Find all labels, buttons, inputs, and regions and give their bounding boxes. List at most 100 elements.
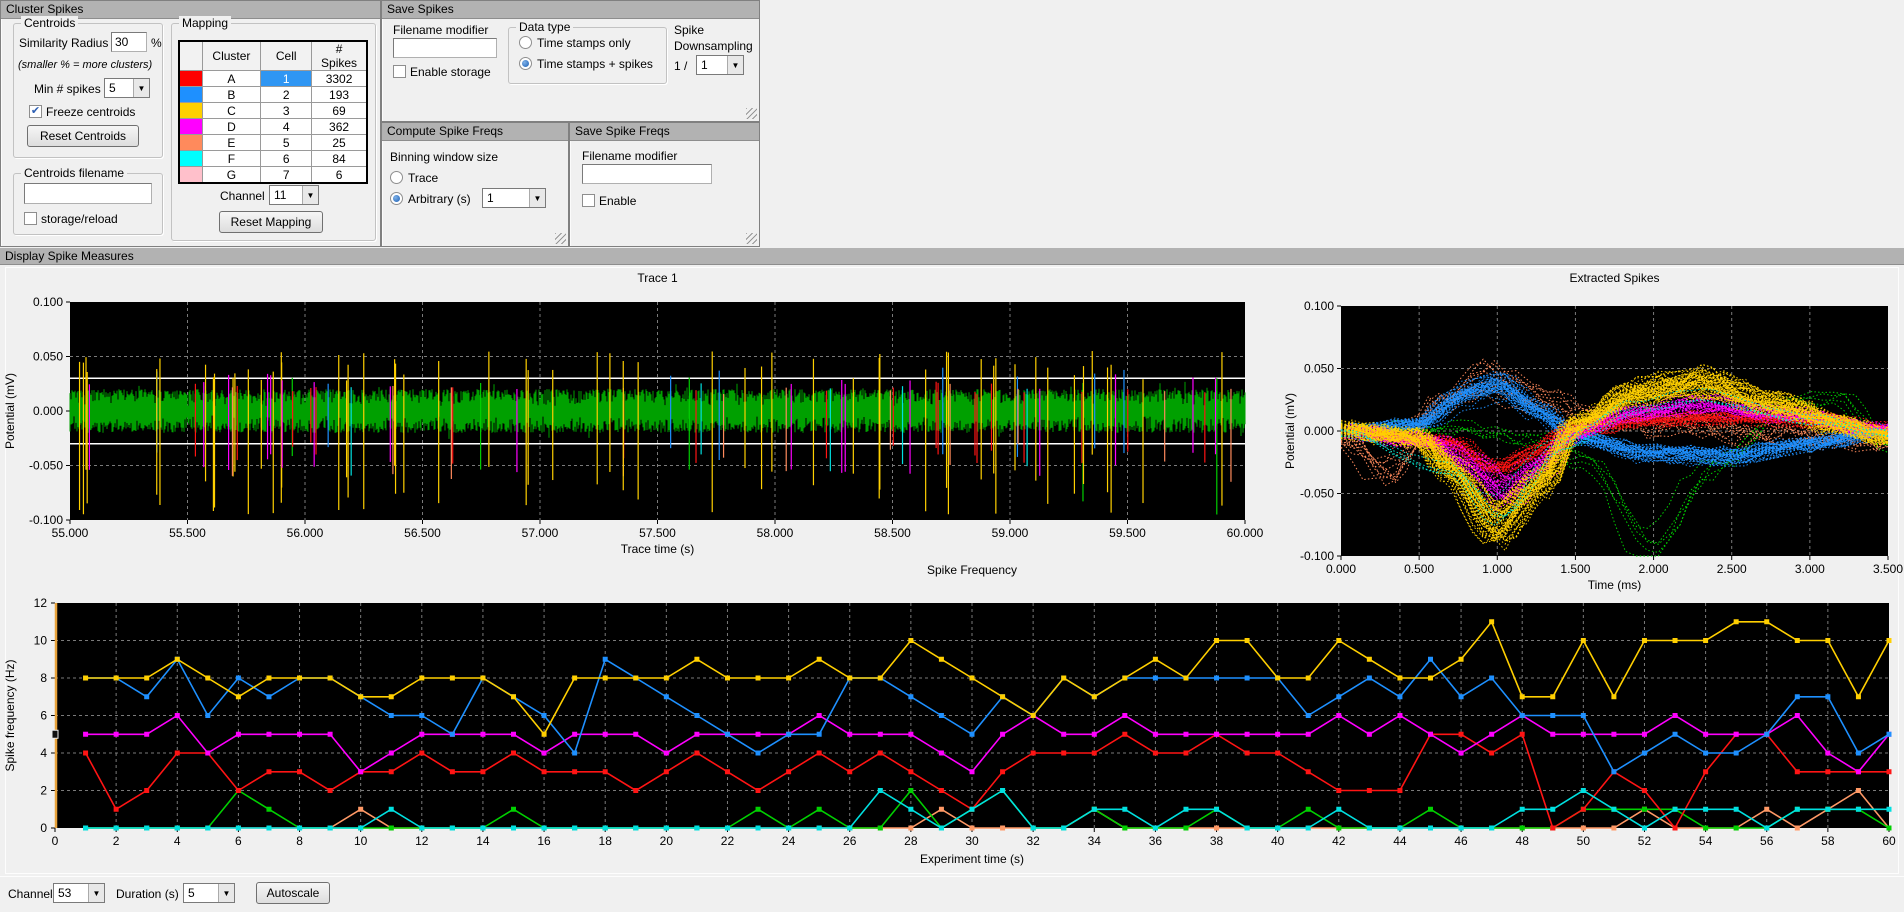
svg-text:34: 34 bbox=[1088, 834, 1102, 848]
autoscale-button[interactable]: Autoscale bbox=[256, 882, 330, 904]
data-type-group: Data type Time stamps only Time stamps +… bbox=[508, 20, 667, 84]
freqs-enable-checkbox[interactable] bbox=[582, 194, 595, 207]
mapping-row: A 1 3302 bbox=[178, 70, 368, 87]
compute-spike-freqs-panel: Compute Spike Freqs Binning window size … bbox=[381, 122, 569, 247]
trace-radio[interactable] bbox=[390, 171, 403, 184]
spike-count-cell[interactable]: 6 bbox=[311, 166, 368, 184]
cell-number-cell[interactable]: 6 bbox=[260, 150, 313, 167]
freeze-centroids-checkbox[interactable]: ✔ bbox=[29, 105, 42, 118]
freqs-filename-input[interactable] bbox=[582, 164, 712, 184]
cell-number-cell[interactable]: 5 bbox=[260, 134, 313, 151]
svg-text:Trace time (s): Trace time (s) bbox=[621, 542, 695, 556]
svg-text:18: 18 bbox=[599, 834, 613, 848]
cluster-cell[interactable]: F bbox=[201, 150, 262, 167]
svg-text:56.000: 56.000 bbox=[287, 526, 324, 540]
cluster-color-swatch[interactable] bbox=[178, 166, 203, 184]
svg-text:8: 8 bbox=[296, 834, 303, 848]
cluster-cell[interactable]: E bbox=[201, 134, 262, 151]
min-spikes-dropdown[interactable]: 5 ▼ bbox=[104, 78, 150, 98]
reset-centroids-button[interactable]: Reset Centroids bbox=[27, 125, 139, 147]
svg-text:Trace 1: Trace 1 bbox=[637, 271, 678, 285]
svg-text:48: 48 bbox=[1516, 834, 1530, 848]
reset-mapping-button[interactable]: Reset Mapping bbox=[219, 211, 323, 233]
cluster-color-swatch[interactable] bbox=[178, 70, 203, 87]
spike-downsampling-dropdown[interactable]: 1 ▼ bbox=[696, 55, 744, 75]
timestamps-only-radio[interactable] bbox=[519, 36, 532, 49]
centroids-filename-input[interactable] bbox=[24, 183, 152, 204]
cell-number-cell[interactable]: 7 bbox=[260, 166, 313, 184]
mapping-row: E 5 25 bbox=[178, 134, 368, 151]
svg-text:60: 60 bbox=[1882, 834, 1896, 848]
svg-text:0.050: 0.050 bbox=[33, 350, 63, 364]
similarity-radius-input[interactable] bbox=[111, 32, 147, 52]
mapping-col-0 bbox=[178, 40, 203, 71]
svg-text:26: 26 bbox=[843, 834, 857, 848]
svg-text:0: 0 bbox=[52, 834, 59, 848]
cluster-color-swatch[interactable] bbox=[178, 102, 203, 119]
svg-text:2: 2 bbox=[113, 834, 120, 848]
storage-reload-checkbox[interactable] bbox=[24, 212, 37, 225]
svg-text:-0.050: -0.050 bbox=[1300, 487, 1334, 501]
svg-text:0.000: 0.000 bbox=[1304, 424, 1334, 438]
binning-window-dropdown[interactable]: 1 ▼ bbox=[482, 188, 546, 208]
cluster-cell[interactable]: G bbox=[201, 166, 262, 184]
spike-count-cell[interactable]: 84 bbox=[311, 150, 368, 167]
cluster-color-swatch[interactable] bbox=[178, 134, 203, 151]
mapping-col-1: Cluster bbox=[201, 40, 262, 71]
svg-text:3.000: 3.000 bbox=[1795, 562, 1825, 576]
svg-text:28: 28 bbox=[904, 834, 918, 848]
svg-text:22: 22 bbox=[721, 834, 735, 848]
mapping-table: Cluster Cell # Spikes A 1 3302 B 2 193 C 3 69 D 4 362… bbox=[178, 40, 368, 184]
svg-text:0: 0 bbox=[40, 821, 47, 835]
save-spikes-panel: Save Spikes Filename modifier Enable sto… bbox=[381, 0, 760, 122]
arbitrary-radio[interactable] bbox=[390, 192, 403, 205]
freeze-centroids-label: Freeze centroids bbox=[46, 105, 136, 119]
spike-count-cell[interactable]: 362 bbox=[311, 118, 368, 135]
cell-number-cell[interactable]: 3 bbox=[260, 102, 313, 119]
cell-number-cell[interactable]: 4 bbox=[260, 118, 313, 135]
trace-radio-label: Trace bbox=[408, 171, 439, 185]
cell-number-cell[interactable]: 2 bbox=[260, 86, 313, 103]
cluster-color-swatch[interactable] bbox=[178, 150, 203, 167]
svg-text:38: 38 bbox=[1210, 834, 1224, 848]
resize-grip bbox=[555, 233, 566, 244]
svg-text:54: 54 bbox=[1699, 834, 1713, 848]
svg-text:6: 6 bbox=[235, 834, 242, 848]
channel-dropdown[interactable]: 11 ▼ bbox=[269, 185, 319, 205]
svg-text:16: 16 bbox=[537, 834, 551, 848]
cluster-color-swatch[interactable] bbox=[178, 118, 203, 135]
cluster-cell[interactable]: A bbox=[201, 70, 262, 87]
arbitrary-radio-label: Arbitrary (s) bbox=[408, 192, 471, 206]
bottom-control-bar: Channel 53 ▼ Duration (s) 5 ▼ Autoscale bbox=[0, 876, 1904, 912]
bottom-channel-dropdown[interactable]: 53 ▼ bbox=[53, 883, 105, 903]
spike-count-cell[interactable]: 25 bbox=[311, 134, 368, 151]
chevron-down-icon: ▼ bbox=[302, 186, 318, 204]
svg-text:40: 40 bbox=[1271, 834, 1285, 848]
spike-count-cell[interactable]: 3302 bbox=[311, 70, 368, 87]
svg-text:44: 44 bbox=[1393, 834, 1407, 848]
centroids-group: Centroids Similarity Radius % (smaller %… bbox=[13, 16, 163, 158]
svg-text:Extracted Spikes: Extracted Spikes bbox=[1569, 271, 1659, 285]
svg-text:8: 8 bbox=[40, 671, 47, 685]
mapping-col-3: # Spikes bbox=[311, 40, 368, 71]
spike-count-cell[interactable]: 193 bbox=[311, 86, 368, 103]
cluster-cell[interactable]: D bbox=[201, 118, 262, 135]
timestamps-spikes-radio[interactable] bbox=[519, 57, 532, 70]
cluster-cell[interactable]: C bbox=[201, 102, 262, 119]
duration-dropdown[interactable]: 5 ▼ bbox=[183, 883, 235, 903]
cell-number-cell[interactable]: 1 bbox=[260, 70, 313, 87]
svg-text:0.100: 0.100 bbox=[1304, 299, 1334, 313]
cluster-color-swatch[interactable] bbox=[178, 86, 203, 103]
save-spikes-header: Save Spikes bbox=[382, 1, 759, 19]
cluster-cell[interactable]: B bbox=[201, 86, 262, 103]
svg-text:Potential (mV): Potential (mV) bbox=[1283, 393, 1297, 469]
chevron-down-icon: ▼ bbox=[727, 56, 743, 74]
chevron-down-icon: ▼ bbox=[218, 884, 234, 902]
centroids-group-label: Centroids bbox=[21, 16, 79, 30]
save-spike-freqs-panel: Save Spike Freqs Filename modifier Enabl… bbox=[569, 122, 760, 247]
enable-storage-checkbox[interactable] bbox=[393, 65, 406, 78]
duration-label: Duration (s) bbox=[116, 887, 179, 901]
filename-modifier-input[interactable] bbox=[393, 38, 497, 58]
spike-count-cell[interactable]: 69 bbox=[311, 102, 368, 119]
